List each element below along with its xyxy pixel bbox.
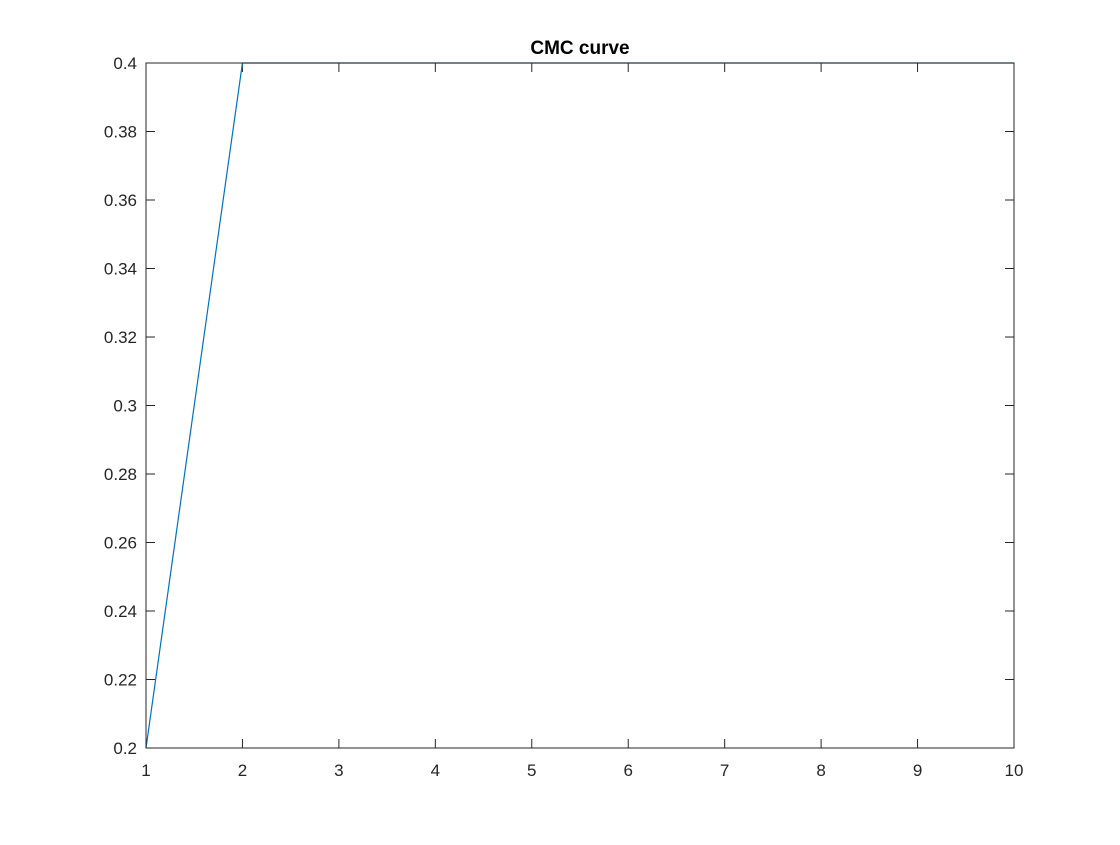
y-tick-label: 0.4 (113, 54, 137, 73)
x-tick-label: 6 (623, 761, 632, 780)
tick-layer (145, 62, 1015, 749)
y-tick-label: 0.34 (104, 260, 137, 279)
y-tick-label: 0.32 (104, 328, 137, 347)
y-tick-label: 0.2 (113, 739, 137, 758)
y-tick-label: 0.38 (104, 123, 137, 142)
x-tick-label: 10 (1005, 761, 1024, 780)
axes-box (145, 62, 1015, 749)
y-tick-label: 0.24 (104, 602, 137, 621)
chart-title: CMC curve (530, 38, 629, 59)
x-tick-label: 2 (238, 761, 247, 780)
x-tick-label: 3 (334, 761, 343, 780)
x-tick-label: 5 (527, 761, 536, 780)
y-tick-label: 0.22 (104, 671, 137, 690)
x-tick-label: 4 (431, 761, 440, 780)
x-tick-label: 9 (913, 761, 922, 780)
x-tick-label: 1 (141, 761, 150, 780)
y-tick-label: 0.26 (104, 534, 137, 553)
y-tick-label: 0.3 (113, 397, 137, 416)
y-tick-label: 0.28 (104, 465, 137, 484)
x-tick-label: 8 (816, 761, 825, 780)
y-tick-label: 0.36 (104, 191, 137, 210)
plot-background (146, 63, 1014, 748)
x-tick-label: 7 (720, 761, 729, 780)
tick-label-layer: 1 2 3 4 5 6 7 8 9 10 0.2 0.22 0.24 0.26 0.28 0.3 0.32 0.3… (104, 54, 1024, 780)
